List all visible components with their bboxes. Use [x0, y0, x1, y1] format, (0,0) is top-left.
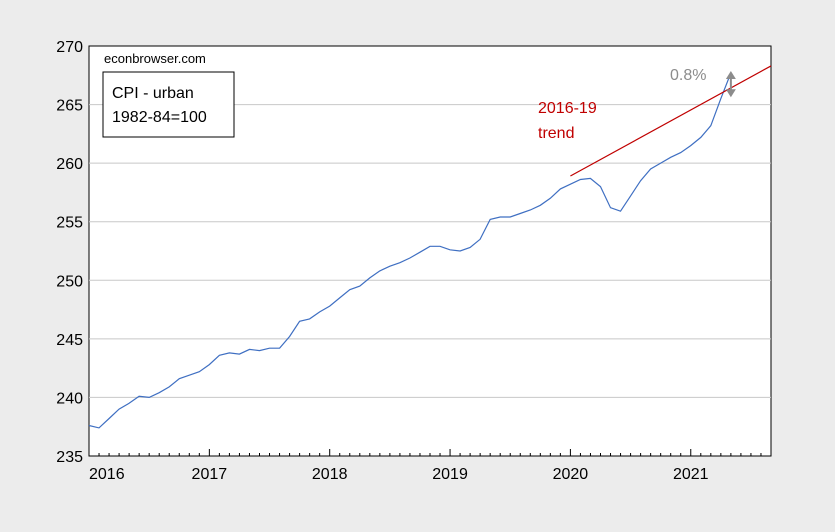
series-layer [88, 65, 772, 429]
y-tick-label: 250 [56, 273, 83, 290]
trend-label-line-1: 2016-19 [538, 100, 597, 117]
gridlines [89, 104, 771, 398]
y-tick-label: 260 [56, 156, 83, 173]
gap-double-arrow [725, 70, 736, 98]
y-tick-label: 235 [56, 449, 83, 466]
x-tick-label: 2017 [192, 466, 228, 483]
y-tick-label: 265 [56, 98, 83, 115]
x-tick-label: 2018 [312, 466, 348, 483]
x-ticks: 2016 2017 2018 2019 2020 2021 [88, 449, 772, 483]
trend-label-line-2: trend [538, 125, 574, 142]
source-label: econbrowser.com [104, 51, 206, 66]
y-tick-label: 240 [56, 390, 83, 407]
gap-percent-label: 0.8% [670, 67, 706, 84]
x-tick-label: 2020 [553, 466, 589, 483]
cpi-urban-line [88, 72, 732, 429]
x-tick-label: 2021 [673, 466, 709, 483]
y-tick-label: 255 [56, 215, 83, 232]
x-tick-label: 2019 [432, 466, 468, 483]
gap-arrow-head-down [725, 89, 736, 98]
legend-line-1: CPI - urban [112, 85, 194, 102]
gap-arrow-head-up [725, 70, 736, 79]
x-tick-label: 2016 [89, 466, 125, 483]
y-tick-label: 245 [56, 332, 83, 349]
trend-line [570, 65, 772, 177]
legend-box: CPI - urban 1982-84=100 [102, 71, 235, 138]
y-tick-labels: 235 240 245 250 255 260 265 270 [56, 39, 83, 466]
legend-frame [102, 71, 235, 138]
y-tick-label: 270 [56, 39, 83, 56]
legend-line-2: 1982-84=100 [112, 109, 207, 126]
